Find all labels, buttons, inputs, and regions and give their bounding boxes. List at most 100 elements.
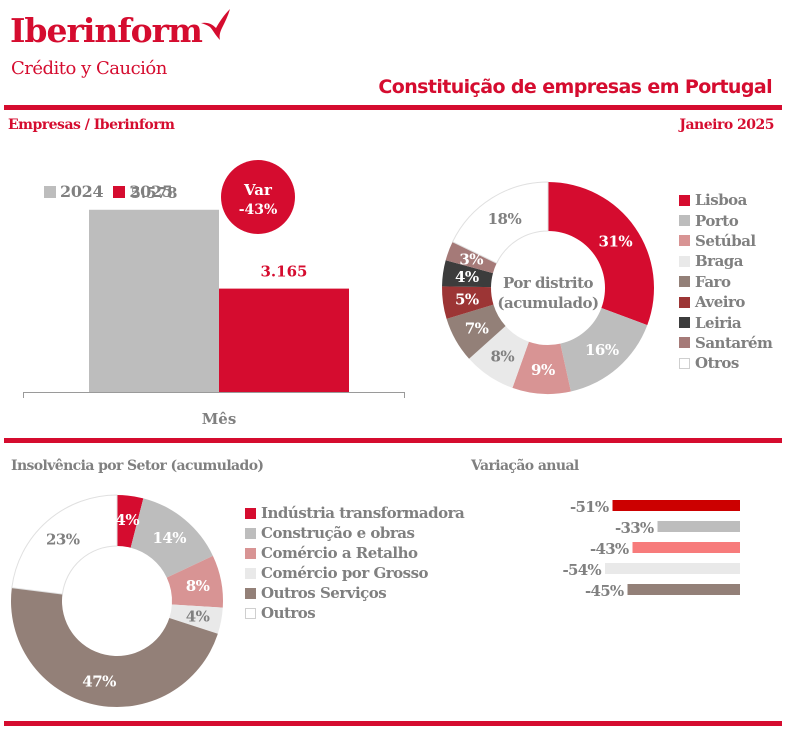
district-slice-leiria	[442, 260, 493, 288]
legend-swatch	[679, 296, 690, 308]
source-label: Empresas / Iberinform	[8, 117, 175, 133]
legend-label: 2025	[129, 182, 173, 201]
donut-center-label-line1: Por distrito	[503, 274, 594, 292]
legend-swatch	[245, 567, 256, 579]
legend-swatch	[679, 194, 690, 206]
district-slice-porto	[560, 307, 648, 392]
annual-variation-chart: -51% -33% -43% -54% -45%	[562, 498, 740, 600]
bar-2024	[89, 209, 219, 392]
legend-swatch	[113, 185, 126, 198]
legend-item: Outros	[245, 603, 464, 623]
legend-swatch	[679, 337, 690, 349]
legend-swatch	[679, 276, 690, 288]
legend-swatch	[679, 235, 690, 247]
legend-swatch	[245, 587, 256, 599]
page-title: Constituição de empresas em Portugal	[378, 76, 772, 98]
legend-label: Lisboa	[695, 191, 747, 210]
legend-item: Comércio a Retalho	[245, 543, 464, 563]
district-slice-label: 3%	[459, 251, 483, 269]
district-slice-otros	[451, 181, 549, 264]
legend-item: Outros Serviços	[245, 583, 464, 603]
sector-slice-outros	[11, 494, 118, 595]
sector-slice-label: 4%	[115, 511, 139, 529]
district-slice-set-bal	[512, 341, 571, 394]
header-divider	[4, 105, 782, 110]
x-tick-label: Mês	[202, 410, 237, 428]
district-slice-label: 18%	[488, 210, 522, 228]
bar-value-label-2025: 3.165	[261, 263, 308, 281]
bar-chart-legend: 2024 2025	[44, 182, 173, 201]
brand-logo-icon	[201, 9, 230, 40]
sector-slice-com-rcio-por-grosso	[169, 604, 223, 634]
legend-label: Setúbal	[695, 231, 756, 250]
annual-variation-label: -33%	[615, 519, 654, 537]
legend-item: Braga	[679, 251, 772, 271]
variation-badge: Var -43%	[221, 160, 295, 234]
legend-swatch	[679, 215, 690, 227]
district-legend: Lisboa Porto Setúbal Braga Faro Aveiro Leiria S…	[679, 190, 773, 374]
section-divider	[4, 438, 782, 443]
district-slice-label: 5%	[455, 291, 479, 309]
period-label: Janeiro 2025	[679, 117, 774, 133]
variation-badge-title: Var	[243, 181, 273, 199]
district-slice-label: 9%	[531, 361, 555, 379]
legend-label: Outros Serviços	[261, 584, 387, 602]
legend-label: Aveiro	[695, 293, 745, 312]
legend-item: Porto	[679, 210, 772, 230]
legend-swatch	[679, 255, 690, 267]
legend-label: Porto	[695, 211, 739, 230]
legend-item: Lisboa	[679, 190, 772, 210]
sector-slice-label: 14%	[152, 529, 186, 547]
sector-slice-label: 23%	[46, 531, 80, 549]
legend-item: Leiria	[679, 312, 772, 332]
legend-label: Comércio a Retalho	[261, 544, 418, 562]
legend-item-2024: 2024	[44, 182, 104, 201]
legend-swatch	[679, 317, 690, 329]
district-slice-braga	[469, 326, 529, 388]
x-axis	[23, 392, 405, 398]
legend-item: Indústria transformadora	[245, 503, 465, 523]
sector-slice-label: 47%	[82, 672, 116, 690]
district-slice-lisboa	[548, 182, 654, 326]
legend-item: Aveiro	[679, 292, 772, 312]
legend-label: Faro	[695, 272, 731, 291]
sector-slice-ind-stria-transformadora	[117, 495, 144, 548]
monthly-bar-chart: 5.578 3.165 Mês Var -43%	[23, 160, 405, 428]
legend-label: 2024	[60, 182, 104, 201]
legend-item: Faro	[679, 272, 772, 292]
sector-chart-title: Insolvência por Setor (acumulado)	[11, 458, 264, 474]
legend-item: Otros	[679, 353, 772, 373]
legend-swatch	[679, 357, 690, 369]
legend-swatch	[245, 607, 256, 619]
bar-2025	[219, 288, 349, 392]
legend-label: Braga	[695, 252, 744, 271]
legend-swatch	[44, 185, 56, 198]
district-slice-faro	[446, 304, 506, 359]
legend-label: Leiria	[695, 313, 742, 332]
district-slice-label: 31%	[599, 233, 633, 251]
district-slice-label: 4%	[455, 268, 479, 286]
brand-logo-text: Iberinform	[10, 11, 203, 50]
legend-label: Indústria transformadora	[261, 504, 465, 522]
brand-subtitle: Crédito y Caución	[11, 58, 167, 79]
sector-donut-chart: 4% 14% 8% 4% 47% 23%	[10, 494, 223, 707]
legend-label: Comércio por Grosso	[261, 564, 429, 582]
bar-value-label-2024: 5.578	[131, 184, 178, 202]
annual-variation-bar	[612, 500, 740, 511]
annual-variation-label: -43%	[590, 540, 629, 558]
annual-variation-title: Variação anual	[471, 458, 579, 474]
district-slice-label: 7%	[465, 320, 489, 338]
district-slice-aveiro	[442, 286, 494, 319]
annual-variation-label: -54%	[562, 561, 601, 579]
legend-item: Setúbal	[679, 231, 772, 251]
variation-badge-circle	[221, 160, 295, 234]
legend-swatch	[245, 507, 256, 519]
annual-variation-bar	[627, 584, 740, 595]
donut-center-label-line2: (acumulado)	[497, 294, 598, 312]
annual-variation-label: -51%	[570, 498, 609, 516]
sector-slice-constru-o-e-obras	[130, 498, 213, 578]
sector-legend: Indústria transformadora Construção e obr…	[245, 503, 465, 623]
annual-variation-bar	[632, 542, 740, 553]
legend-item: Santarém	[679, 333, 773, 353]
district-donut-chart: 31% 16% 9% 8%7% 5% 4%3% 18% Por distrito (acum…	[442, 181, 654, 394]
